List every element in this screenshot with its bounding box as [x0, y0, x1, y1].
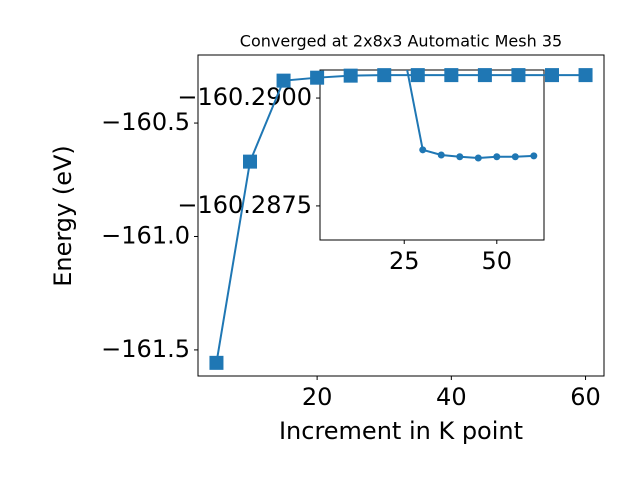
x-tick-label: 20	[302, 383, 333, 411]
marker	[493, 153, 501, 161]
x-axis-label: Increment in K point	[279, 417, 523, 445]
y-tick-label: −160.2900	[177, 83, 312, 111]
marker	[578, 68, 593, 83]
y-tick-label: −161.0	[101, 221, 190, 249]
y-axis-label: Energy (eV)	[49, 145, 77, 287]
y-tick-label: −160.5	[101, 108, 190, 136]
x-tick-label: 25	[389, 247, 420, 275]
x-tick-label: 60	[570, 383, 601, 411]
y-tick-label: −161.5	[101, 335, 190, 363]
marker	[511, 68, 526, 83]
series-group	[406, 70, 538, 162]
marker	[477, 68, 492, 83]
marker	[243, 154, 258, 169]
plot-area	[319, 69, 545, 241]
marker	[437, 151, 445, 159]
marker	[377, 68, 392, 83]
marker	[511, 153, 519, 161]
marker	[474, 154, 482, 162]
x-tick-label: 50	[482, 247, 513, 275]
marker	[530, 152, 538, 160]
marker	[456, 153, 464, 161]
chart-title: Converged at 2x8x3 Automatic Mesh 35	[240, 32, 562, 51]
marker	[544, 68, 559, 83]
marker	[444, 68, 459, 83]
marker	[419, 146, 427, 154]
marker	[276, 73, 291, 88]
x-tick-label: 40	[436, 383, 467, 411]
marker	[410, 68, 425, 83]
marker	[310, 70, 325, 85]
marker	[343, 68, 358, 83]
marker	[209, 355, 224, 370]
